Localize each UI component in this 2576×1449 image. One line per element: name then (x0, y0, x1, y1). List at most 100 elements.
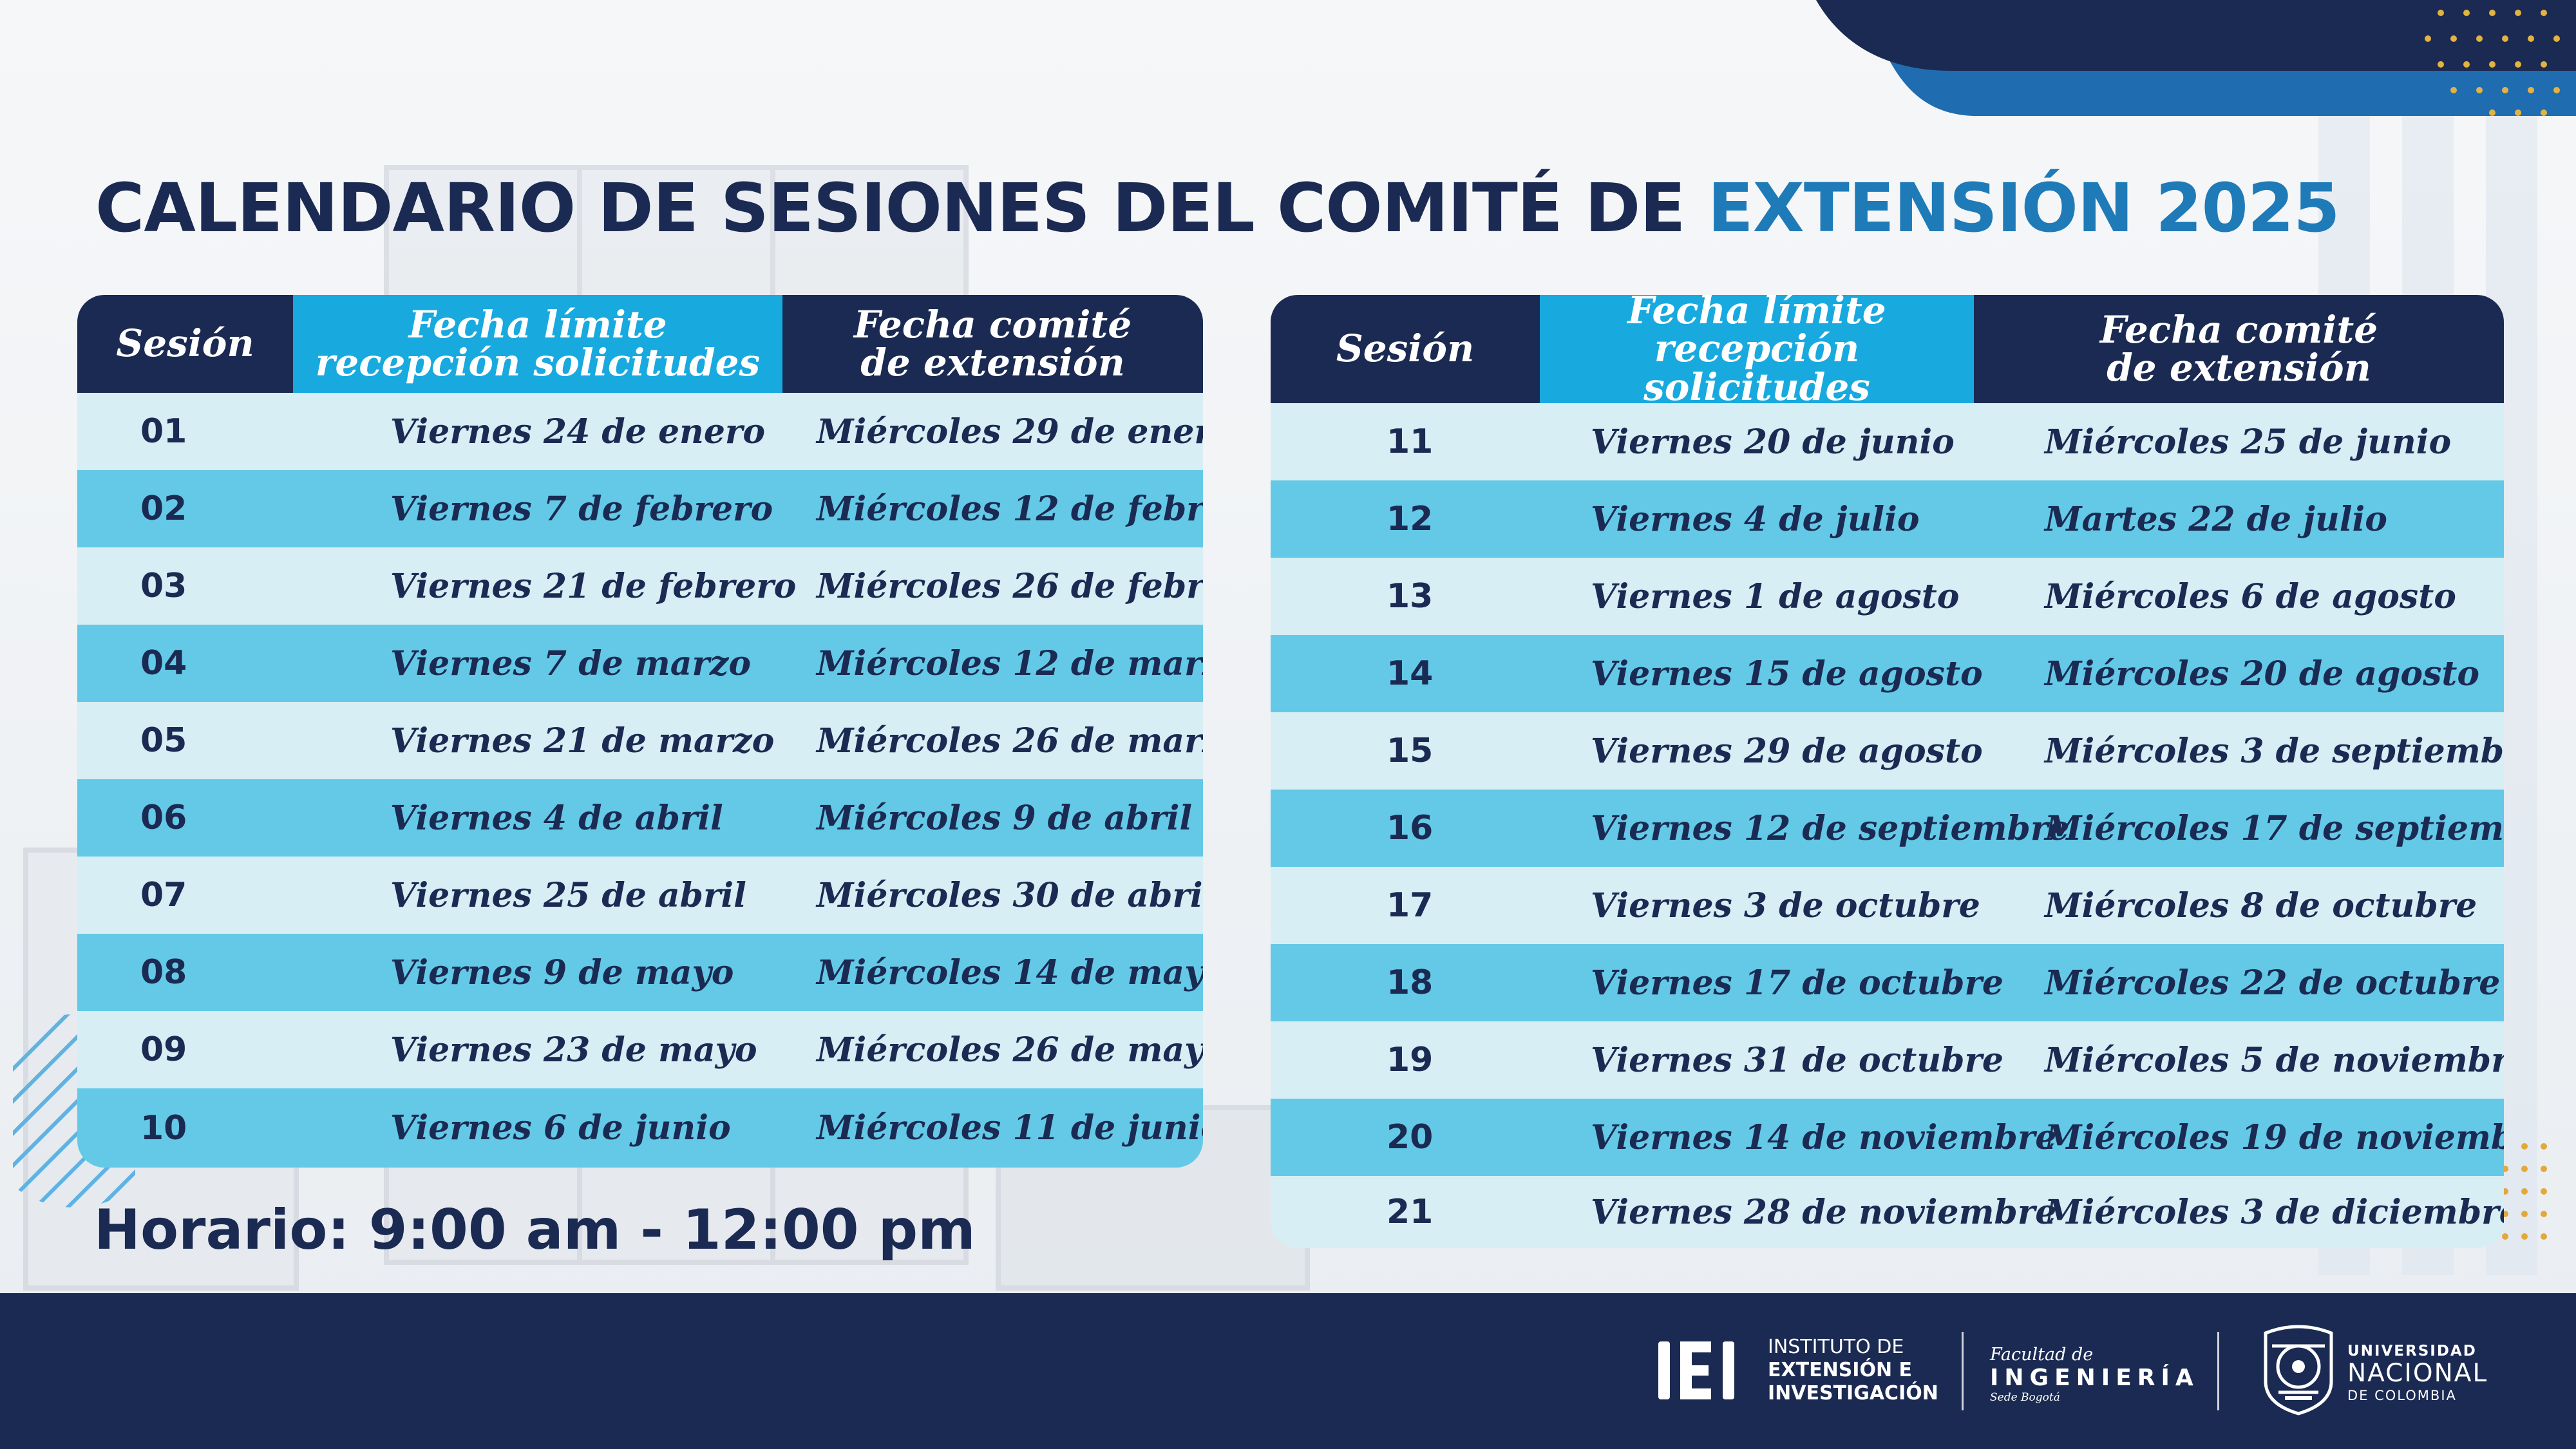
table-row: 16 Viernes 12 de septiembre Miércoles 17… (1271, 790, 2504, 867)
table-row: 03 Viernes 21 de febrero Miércoles 26 de… (77, 547, 1203, 625)
session-number: 03 (140, 567, 187, 605)
header-deadline-line1: Fecha límite (1627, 295, 1886, 333)
header-session-label: Sesión (116, 321, 254, 366)
table-row: 08 Viernes 9 de mayo Miércoles 14 de may… (77, 934, 1203, 1011)
committee-date: Miércoles 26 de marzo (817, 721, 1203, 761)
faculty-line2: INGENIERÍA (1990, 1365, 2199, 1391)
committee-date: Martes 22 de julio (2045, 499, 2387, 539)
faculty-line1: Facultad de (1990, 1345, 2094, 1365)
committee-date: Miércoles 12 de marzo (817, 643, 1203, 683)
session-number: 04 (140, 644, 187, 683)
session-number: 20 (1387, 1118, 1434, 1157)
committee-date: Miércoles 6 de agosto (2045, 576, 2456, 616)
committee-date: Miércoles 11 de junio (817, 1108, 1203, 1148)
header-committee-line2: de extensión (860, 341, 1125, 384)
table-row: 09 Viernes 23 de mayo Miércoles 26 de ma… (77, 1011, 1203, 1088)
header-session-label: Sesión (1336, 327, 1475, 371)
deadline-date: Viernes 25 de abril (390, 875, 746, 915)
committee-date: Miércoles 14 de mayo (817, 952, 1203, 992)
deadline-date: Viernes 15 de agosto (1591, 654, 1983, 694)
top-wave-decoration (1816, 0, 2576, 116)
session-number: 01 (140, 412, 187, 451)
committee-date: Miércoles 29 de enero (817, 412, 1203, 451)
deadline-date: Viernes 1 de agosto (1591, 576, 1960, 616)
header-deadline-line1: Fecha límite (408, 302, 667, 346)
table-header: Sesión Fecha límite recepción solicitudes… (1271, 295, 2504, 406)
header-session: Sesión (77, 295, 293, 393)
committee-date: Miércoles 26 de febrero (817, 566, 1203, 606)
table-row: 01 Viernes 24 de enero Miércoles 29 de e… (77, 393, 1203, 470)
session-number: 18 (1387, 963, 1434, 1002)
header-committee: Fecha comité de extensión (782, 295, 1203, 393)
table-row: 06 Viernes 4 de abril Miércoles 9 de abr… (77, 779, 1203, 857)
un-line1: UNIVERSIDAD (2347, 1343, 2477, 1359)
page-title: CALENDARIO DE SESIONES DEL COMITÉ DE EXT… (95, 169, 2340, 247)
iei-logo-text: INSTITUTO DE EXTENSIÓN E INVESTIGACIÓN (1768, 1336, 1938, 1405)
table-row: 12 Viernes 4 de julio Martes 22 de julio (1271, 480, 2504, 558)
table-row: 14 Viernes 15 de agosto Miércoles 20 de … (1271, 635, 2504, 712)
session-number: 19 (1387, 1041, 1434, 1079)
title-main: CALENDARIO DE SESIONES DEL COMITÉ DE (95, 169, 1708, 247)
committee-date: Miércoles 9 de abril (817, 798, 1193, 838)
iei-line1: INSTITUTO DE (1768, 1336, 1904, 1358)
deadline-date: Viernes 6 de junio (390, 1108, 731, 1148)
sessions-table-left: Sesión Fecha límite recepción solicitudes… (77, 295, 1203, 1168)
table-row: 05 Viernes 21 de marzo Miércoles 26 de m… (77, 702, 1203, 779)
session-number: 07 (140, 876, 187, 914)
table-row: 20 Viernes 14 de noviembre Miércoles 19 … (1271, 1099, 2504, 1176)
session-number: 15 (1387, 732, 1434, 770)
logo-separator (2217, 1332, 2219, 1410)
header-deadline-line2: recepción solicitudes (315, 341, 761, 384)
table-row: 18 Viernes 17 de octubre Miércoles 22 de… (1271, 944, 2504, 1021)
deadline-date: Viernes 3 de octubre (1591, 886, 1980, 925)
committee-date: Miércoles 19 de noviembre (2045, 1117, 2504, 1157)
committee-date: Miércoles 3 de diciembre (2045, 1192, 2504, 1232)
header-committee-line1: Fecha comité (2099, 307, 2378, 352)
deadline-date: Viernes 9 de mayo (390, 952, 734, 992)
header-deadline: Fecha límite recepción solicitudes (293, 295, 782, 393)
session-number: 17 (1387, 886, 1434, 925)
deadline-date: Viernes 4 de abril (390, 798, 723, 838)
un-line2: NACIONAL (2347, 1359, 2488, 1388)
header-committee: Fecha comité de extensión (1974, 295, 2504, 403)
committee-date: Miércoles 8 de octubre (2045, 886, 2477, 925)
deadline-date: Viernes 21 de febrero (390, 566, 797, 606)
table-row: 21 Viernes 28 de noviembre Miércoles 3 d… (1271, 1176, 2504, 1248)
header-committee-line1: Fecha comité (853, 302, 1132, 346)
deadline-date: Viernes 28 de noviembre (1591, 1192, 2057, 1232)
deadline-date: Viernes 7 de febrero (390, 489, 773, 529)
table-header: Sesión Fecha límite recepción solicitudes… (77, 295, 1203, 393)
university-seal-icon (2264, 1325, 2333, 1416)
deadline-date: Viernes 29 de agosto (1591, 731, 1983, 771)
deadline-date: Viernes 4 de julio (1591, 499, 1920, 539)
deadline-date: Viernes 14 de noviembre (1591, 1117, 2057, 1157)
deadline-date: Viernes 7 de marzo (390, 643, 752, 683)
deadline-date: Viernes 23 de mayo (390, 1030, 757, 1070)
sessions-table-right: Sesión Fecha límite recepción solicitudes… (1271, 295, 2504, 1248)
table-row: 17 Viernes 3 de octubre Miércoles 8 de o… (1271, 867, 2504, 944)
deadline-date: Viernes 20 de junio (1591, 422, 1955, 462)
university-logo-text: UNIVERSIDAD NACIONAL DE COLOMBIA (2347, 1343, 2488, 1403)
session-number: 05 (140, 721, 187, 760)
session-number: 11 (1387, 422, 1434, 461)
session-number: 08 (140, 953, 187, 992)
un-line3: DE COLOMBIA (2347, 1388, 2457, 1403)
session-number: 16 (1387, 809, 1434, 848)
iei-line3: INVESTIGACIÓN (1768, 1382, 1938, 1405)
table-row: 19 Viernes 31 de octubre Miércoles 5 de … (1271, 1021, 2504, 1099)
faculty-logo: Facultad de INGENIERÍA Sede Bogotá (1990, 1345, 2199, 1404)
session-number: 21 (1387, 1193, 1434, 1231)
committee-date: Miércoles 3 de septiembre (2045, 731, 2504, 771)
committee-date: Miércoles 20 de agosto (2045, 654, 2480, 694)
deadline-date: Viernes 24 de enero (390, 412, 766, 451)
footer-bar (0, 1293, 2576, 1449)
header-deadline: Fecha límite recepción solicitudes (1540, 295, 1974, 406)
iei-line2: EXTENSIÓN E (1768, 1359, 1913, 1381)
deadline-date: Viernes 17 de octubre (1591, 963, 2003, 1003)
table-row: 04 Viernes 7 de marzo Miércoles 12 de ma… (77, 625, 1203, 702)
table-row: 10 Viernes 6 de junio Miércoles 11 de ju… (77, 1088, 1203, 1168)
committee-date: Miércoles 30 de abril (817, 875, 1203, 915)
table-row: 07 Viernes 25 de abril Miércoles 30 de a… (77, 857, 1203, 934)
deadline-date: Viernes 12 de septiembre (1591, 808, 2070, 848)
